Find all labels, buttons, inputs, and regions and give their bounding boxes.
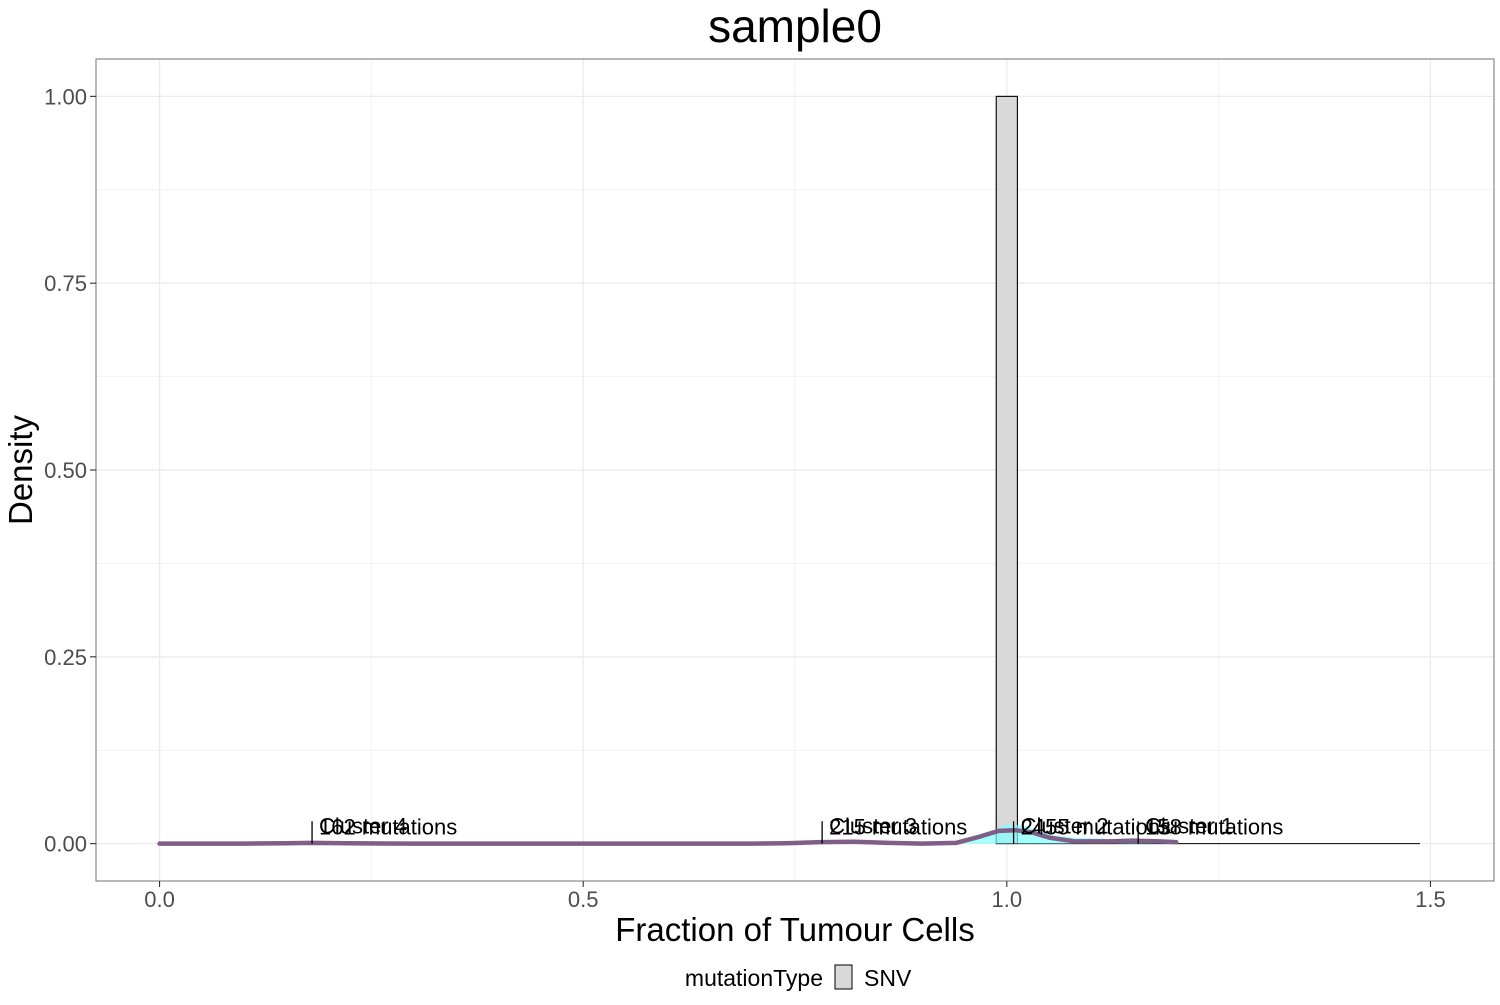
x-tick-label: 1.5 bbox=[1415, 887, 1446, 912]
histogram-bar bbox=[995, 95, 1018, 845]
cluster-mutation-count-label: 2455 mutations bbox=[1021, 815, 1171, 840]
cluster-mutation-count-label: 215 mutations bbox=[829, 815, 967, 840]
x-tick-label: 0.0 bbox=[144, 887, 175, 912]
density-area-0 bbox=[922, 824, 1177, 844]
density-line-1 bbox=[157, 827, 1179, 846]
legend-label-snv: SNV bbox=[864, 965, 912, 991]
axis-ticks: 0.0 0.5 1.0 1.5 0.00 0.25 0.50 0.75 1.00 bbox=[44, 84, 1446, 912]
legend: mutationType SNV bbox=[685, 964, 912, 991]
cluster-mutation-count-label: 162 mutations bbox=[319, 815, 457, 840]
y-tick-label: 0.25 bbox=[44, 645, 87, 670]
chart-title: sample0 bbox=[708, 0, 882, 52]
legend-key-snv bbox=[834, 964, 853, 990]
x-axis-title: Fraction of Tumour Cells bbox=[615, 911, 974, 948]
y-tick-label: 0.00 bbox=[44, 832, 87, 857]
y-axis-title: Density bbox=[2, 414, 39, 525]
legend-title: mutationType bbox=[685, 965, 823, 991]
cluster-name-label: Cluster 2 bbox=[1021, 814, 1109, 839]
x-tick-label: 0.5 bbox=[568, 887, 599, 912]
y-tick-label: 0.75 bbox=[44, 271, 87, 296]
density-curves bbox=[157, 824, 1179, 846]
cluster-mutation-count-label: 158 mutations bbox=[1145, 815, 1283, 840]
cluster-name-label: Cluster 3 bbox=[829, 814, 917, 839]
cluster-name-label: Cluster 1 bbox=[1145, 814, 1233, 839]
y-tick-label: 1.00 bbox=[44, 84, 87, 109]
x-tick-label: 1.0 bbox=[992, 887, 1023, 912]
y-tick-label: 0.50 bbox=[44, 458, 87, 483]
cluster-name-label: Cluster 4 bbox=[319, 814, 407, 839]
